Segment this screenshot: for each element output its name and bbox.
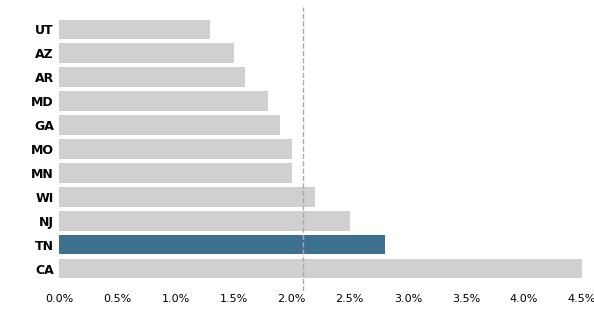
Bar [59,43,233,63]
Bar [59,163,292,183]
Bar [59,115,280,135]
Bar [59,139,292,159]
Bar [59,187,315,207]
Bar [59,68,245,87]
Bar [59,20,210,39]
Bar [59,91,268,111]
Bar [59,211,350,230]
Bar [59,259,582,278]
Bar [59,235,385,255]
